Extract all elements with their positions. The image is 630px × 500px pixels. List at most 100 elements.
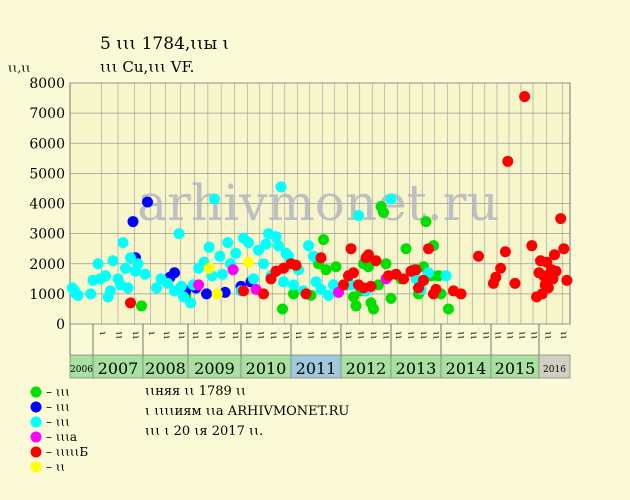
data-point xyxy=(323,289,334,301)
year-label: 2007 xyxy=(98,359,139,378)
data-point xyxy=(370,255,382,267)
data-point xyxy=(238,285,249,297)
data-point xyxy=(290,259,302,271)
info-line: ꙇ ꙇꙇꙇꙇиям ꙇꙇа ARHIVMONET.RU xyxy=(145,404,349,419)
data-point xyxy=(243,256,254,268)
data-point xyxy=(345,243,357,255)
quarter-tick-label: ꙇꙇ xyxy=(381,331,392,339)
quarter-tick-label: ꙇ xyxy=(97,331,108,335)
data-point xyxy=(117,237,129,249)
quarter-tick-label: ꙇꙇ xyxy=(443,331,454,339)
data-point xyxy=(490,271,502,283)
data-point xyxy=(519,91,531,103)
year-label: 2008 xyxy=(145,359,186,378)
y-axis-ticks: 0 1000 2000 3000 4000 5000 6000 7000 8000 xyxy=(29,76,65,333)
year-label: 2012 xyxy=(346,359,387,378)
quarter-tick-label: ꙇꙇ xyxy=(456,331,467,339)
data-point xyxy=(193,279,205,291)
data-point xyxy=(495,262,507,274)
data-point xyxy=(248,273,259,285)
legend-marker xyxy=(30,416,42,428)
y-tick-label: 5000 xyxy=(29,166,65,182)
year-label: 2010 xyxy=(246,359,287,378)
data-point xyxy=(203,262,215,274)
quarter-tick-label: ꙇꙇ xyxy=(368,331,379,339)
quarter-tick-label: ꙇꙇ xyxy=(281,331,292,339)
year-label: 2011 xyxy=(296,359,337,378)
data-point xyxy=(169,267,180,279)
quarter-tick-label: ꙇꙇ xyxy=(558,331,569,339)
data-point xyxy=(211,288,223,300)
quarter-tick-label: ꙇꙇ xyxy=(468,331,479,339)
data-point xyxy=(288,288,299,300)
data-point xyxy=(338,279,349,291)
year-label: 2009 xyxy=(194,359,235,378)
info-note: ꙇꙇняя ꙇꙇ 1789 ꙇꙇ ꙇ ꙇꙇꙇꙇиям ꙇꙇа ARHIVMONET… xyxy=(145,384,349,439)
quarter-tick-label: ꙇꙇ xyxy=(131,331,142,339)
quarter-tick-label: ꙇꙇ xyxy=(418,331,429,339)
title-line-1: 5 ꙇꙇꙇ 1784,ꙇꙇы ꙇ xyxy=(100,34,229,54)
data-point xyxy=(550,265,562,277)
title-line-2: ꙇꙇꙇ Cu,ꙇꙇꙇ VF. xyxy=(100,58,194,76)
year-label: 2014 xyxy=(446,359,487,378)
quarter-tick-label: ꙇꙇ xyxy=(162,331,173,339)
data-point xyxy=(350,300,362,312)
data-point xyxy=(125,297,136,309)
quarter-tick-label: ꙇꙇ xyxy=(114,331,125,339)
data-point xyxy=(368,303,379,315)
info-line: ꙇꙇняя ꙇꙇ 1789 ꙇꙇ xyxy=(145,384,246,399)
data-point xyxy=(107,255,119,267)
quarter-tick-label: ꙇꙇ xyxy=(268,331,279,339)
data-point xyxy=(92,258,104,270)
data-point xyxy=(315,252,327,264)
year-bands: 2006 2007 2008 2009 2010 2011 2012 2013 2014 2015… xyxy=(69,354,571,379)
data-point xyxy=(348,291,359,303)
gridlines xyxy=(70,82,570,325)
quarter-tick-label: ꙇꙇ xyxy=(406,331,417,339)
legend-label: – ꙇꙇꙇ xyxy=(46,415,70,429)
data-point xyxy=(127,216,139,228)
y-tick-label: 1000 xyxy=(29,287,65,303)
legend-label: – ꙇꙇ xyxy=(46,460,65,474)
data-point xyxy=(300,288,312,300)
data-point xyxy=(378,207,389,219)
watermark: arhivmonet.ru xyxy=(137,174,499,232)
data-point xyxy=(363,261,374,273)
data-point xyxy=(473,250,484,262)
y-axis-label: ꙇꙇ,ꙇꙇ xyxy=(8,61,31,75)
data-point xyxy=(270,231,282,243)
data-point xyxy=(320,264,332,276)
quarter-tick-label: ꙇꙇ xyxy=(343,331,354,339)
data-point xyxy=(363,249,374,261)
quarter-tick-label: ꙇꙇ xyxy=(230,331,241,339)
y-tick-label: 2000 xyxy=(29,257,65,273)
data-point xyxy=(542,282,554,294)
quarter-tick-label: ꙇꙇ xyxy=(217,331,228,339)
data-point xyxy=(105,285,116,297)
quarter-tick-label: ꙇꙇ xyxy=(318,331,329,339)
quarter-tick-label: ꙇꙇ xyxy=(529,331,540,339)
quarter-tick-label: ꙇꙇ xyxy=(204,331,215,339)
data-point xyxy=(502,155,514,167)
year-label: 2006 xyxy=(70,365,93,375)
y-tick-label: 8000 xyxy=(29,76,65,92)
data-point xyxy=(162,277,174,289)
data-point xyxy=(175,280,187,292)
data-point xyxy=(499,246,511,258)
quarter-labels: ꙇ ꙇꙇ ꙇꙇ ꙇ ꙇꙇ ꙇꙇ ꙇꙇ ꙇꙇ ꙇꙇ ꙇꙇ ꙇꙇ ꙇꙇ ꙇꙇ ꙇꙇ ꙇꙇ ꙇꙇ ꙇꙇ ꙇꙇ ꙇꙇ ꙇꙇ ꙇꙇ… xyxy=(69,324,569,355)
data-point xyxy=(440,270,452,282)
year-band-2016 xyxy=(538,354,571,379)
quarter-tick-label: ꙇꙇ xyxy=(505,331,516,339)
quarter-tick-label: ꙇꙇ xyxy=(243,331,254,339)
quarter-tick-label: ꙇꙇ xyxy=(431,331,442,339)
data-point xyxy=(278,276,289,288)
data-point xyxy=(151,282,162,294)
data-point xyxy=(136,300,147,312)
data-points xyxy=(66,91,573,315)
quarter-tick-label: ꙇꙇ xyxy=(177,331,188,339)
data-point xyxy=(353,210,364,222)
data-point xyxy=(430,283,442,295)
data-point xyxy=(365,280,377,292)
data-point xyxy=(139,268,151,280)
